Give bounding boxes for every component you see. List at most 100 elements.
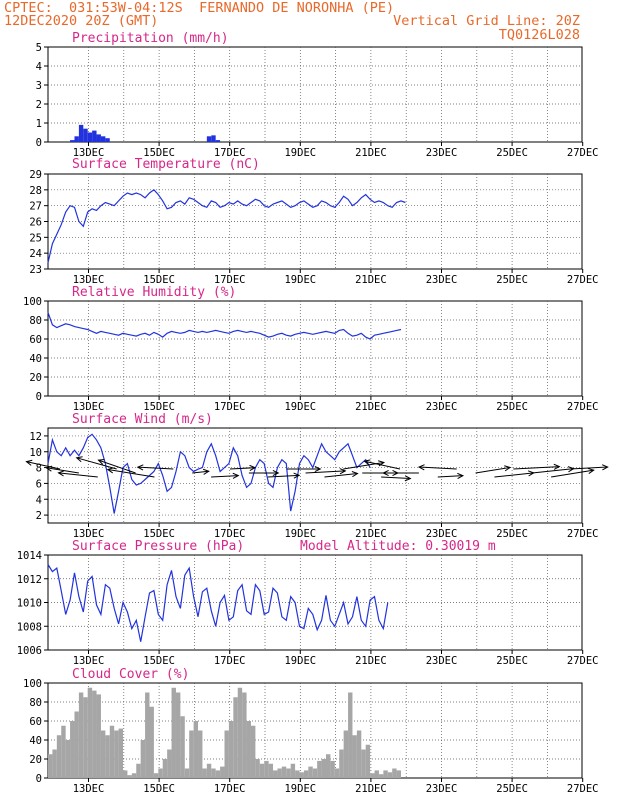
- rh-ytick-label: 60: [29, 334, 42, 346]
- pres-xtick-label: 19DEC: [284, 655, 316, 667]
- cloud-bar: [211, 768, 216, 778]
- pres-xtick-label: 27DEC: [567, 655, 599, 667]
- wind-arrow: [267, 474, 300, 478]
- cloud-ytick-label: 20: [29, 754, 42, 766]
- temp-title: Surface Temperature (nC): [72, 157, 260, 172]
- cloud-bar: [325, 754, 331, 778]
- cloud-bar: [374, 770, 379, 778]
- precip-xtick-label: 15DEC: [143, 147, 175, 159]
- rh-xtick-label: 21DEC: [355, 401, 387, 413]
- pres-xtick-label: 15DEC: [143, 655, 175, 667]
- rh-xtick-label: 23DEC: [426, 401, 458, 413]
- precip-xtick-label: 13DEC: [73, 147, 105, 159]
- cloud-bar: [198, 730, 203, 778]
- temp-series-line: [47, 188, 406, 263]
- cloud-xtick-label: 27DEC: [567, 783, 599, 795]
- temp-ytick-label: 23: [29, 264, 42, 276]
- cloud-bar: [189, 730, 194, 778]
- cloud-bar: [378, 774, 384, 778]
- wind-arrow: [475, 466, 511, 474]
- rh-xtick-label: 25DEC: [496, 401, 528, 413]
- precip-bar: [206, 136, 212, 142]
- wind-arrow-head: [272, 469, 280, 477]
- cloud-title: Cloud Cover (%): [72, 667, 189, 682]
- wind-arrow-head: [25, 459, 33, 466]
- precip-bar: [74, 136, 79, 142]
- rh-frame: [47, 300, 583, 397]
- wind-arrow-head: [601, 464, 609, 471]
- wind-title: Surface Wind (m/s): [72, 412, 213, 427]
- wind-arrow: [26, 461, 61, 470]
- cloud-ytick-label: 0: [36, 773, 42, 785]
- wind-arrow-head: [136, 464, 144, 471]
- cloud-bar: [237, 687, 243, 778]
- cloud-bar: [123, 770, 128, 778]
- cloud-bar: [308, 766, 313, 778]
- temp-xtick-label: 17DEC: [214, 274, 246, 286]
- wind-arrow: [418, 466, 457, 470]
- cloud-ytick-label: 40: [29, 735, 42, 747]
- wind-arrow: [513, 466, 560, 470]
- wind-arrow-head: [232, 472, 240, 479]
- cloud-bar: [184, 768, 190, 778]
- precip-ytick-label: 5: [36, 42, 42, 54]
- cloud-bar: [105, 735, 110, 778]
- wind-arrow-head: [417, 464, 425, 471]
- wind-arrow: [437, 475, 463, 478]
- temp-panel: 23 24 25 26 27 28 29 13DEC 15DEC 17DEC 19DEC 21DEC 2…: [29, 157, 598, 286]
- cloud-bar: [180, 716, 185, 778]
- rh-xtick-label: 19DEC: [284, 401, 316, 413]
- precip-bar: [78, 124, 84, 142]
- rh-ytick-label: 20: [29, 372, 42, 384]
- cloud-bar: [356, 730, 362, 778]
- wind-xtick-label: 17DEC: [214, 528, 246, 540]
- cloud-bar: [87, 687, 93, 778]
- wind-arrow-head: [404, 475, 412, 482]
- wind-xtick-label: 23DEC: [426, 528, 458, 540]
- cloud-bar: [202, 768, 207, 778]
- wind-arrow: [76, 457, 117, 470]
- precip-xtick-label: 25DEC: [496, 147, 528, 159]
- header-grid-note: Vertical Grid Line: 20Z: [393, 13, 580, 29]
- cloud-bar: [127, 775, 132, 778]
- cloud-bar: [259, 763, 265, 778]
- cloud-bar: [140, 740, 146, 778]
- rh-title: Relative Humidity (%): [72, 285, 236, 300]
- wind-arrow: [46, 467, 79, 474]
- cloud-bar: [153, 773, 159, 778]
- pres-title: Surface Pressure (hPa): [72, 539, 244, 554]
- cloud-bar: [312, 768, 318, 778]
- cloud-bar: [290, 763, 296, 778]
- wind-arrow: [324, 473, 358, 478]
- wind-arrow-head: [339, 468, 347, 475]
- cloud-bar: [167, 749, 172, 778]
- pres-ytick-label: 1006: [17, 645, 42, 657]
- wind-arrow-head: [314, 465, 322, 473]
- pres-ytick-label: 1014: [17, 550, 42, 562]
- cloud-bar: [131, 773, 137, 778]
- cloud-bar: [52, 749, 57, 778]
- cloud-bar: [114, 730, 119, 778]
- cloud-xtick-label: 13DEC: [73, 783, 105, 795]
- pres-series-line: [47, 564, 389, 642]
- temp-ytick-label: 24: [29, 248, 42, 260]
- cloud-bar: [233, 697, 238, 778]
- cloud-bar: [352, 735, 357, 778]
- pres-ytick-label: 1012: [17, 574, 42, 586]
- precip-bar: [70, 140, 75, 142]
- wind-arrow: [381, 476, 411, 480]
- pres-annotation: Model Altitude: 0.30019 m: [300, 539, 496, 554]
- precip-bar: [87, 132, 93, 142]
- cloud-bar: [321, 759, 326, 778]
- wind-arrow-head: [106, 467, 114, 474]
- rh-xtick-label: 27DEC: [567, 401, 599, 413]
- precip-bar: [211, 135, 216, 142]
- rh-panel: 0 20 40 60 80 100 13DEC 15DEC 17DEC 19DEC 21DEC 23D…: [23, 285, 598, 413]
- wind-arrow: [305, 470, 346, 474]
- cloud-bar: [48, 754, 53, 778]
- cloud-bar: [348, 692, 353, 778]
- wind-arrow: [364, 460, 401, 470]
- temp-ytick-label: 27: [29, 201, 42, 213]
- cloud-bar: [295, 770, 300, 778]
- cloud-bar: [361, 749, 366, 778]
